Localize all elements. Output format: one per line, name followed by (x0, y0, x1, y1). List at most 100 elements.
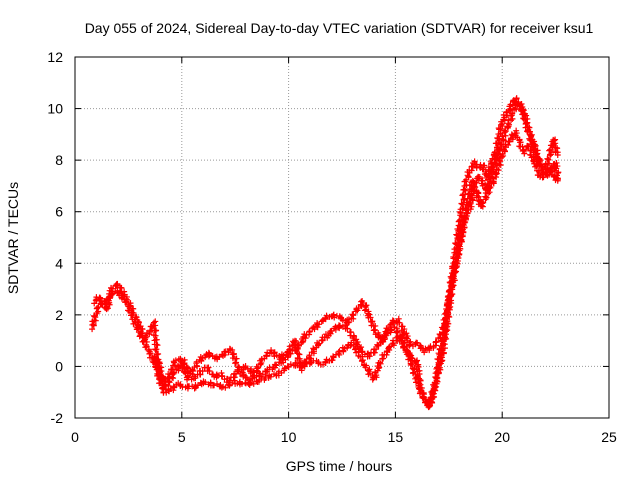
data-point (177, 361, 184, 368)
data-point (250, 380, 257, 387)
data-point (480, 199, 487, 206)
data-point (470, 183, 477, 190)
data-point (226, 377, 233, 384)
data-point (459, 201, 466, 208)
data-point (434, 378, 441, 385)
data-point (476, 174, 483, 181)
data-point (211, 382, 218, 389)
data-point (508, 131, 515, 138)
data-point (532, 163, 539, 170)
data-point (194, 382, 201, 389)
data-point (458, 228, 465, 235)
data-point (92, 314, 99, 321)
y-tick-label: 12 (47, 49, 63, 65)
data-point (500, 136, 507, 143)
data-point (438, 353, 445, 360)
data-point (310, 345, 317, 352)
data-point (243, 375, 250, 382)
data-point (90, 321, 97, 328)
data-point (471, 184, 478, 191)
data-point (273, 362, 280, 369)
data-point (463, 199, 470, 206)
data-point (547, 164, 554, 171)
x-axis-label: GPS time / hours (286, 458, 393, 474)
data-point (306, 352, 313, 359)
data-point (468, 163, 475, 170)
data-point (127, 312, 134, 319)
data-point (259, 371, 266, 378)
data-point (554, 177, 561, 184)
y-tick-label: 10 (47, 101, 63, 117)
data-point (546, 147, 553, 154)
data-point (445, 304, 452, 311)
data-point (459, 233, 466, 240)
data-point (554, 151, 561, 158)
data-point (222, 348, 229, 355)
data-point (416, 380, 423, 387)
data-point (374, 363, 381, 370)
data-point (495, 144, 502, 151)
data-point (339, 317, 346, 324)
data-point (216, 354, 223, 361)
data-point (518, 106, 525, 113)
data-point (155, 350, 162, 357)
data-point (445, 302, 452, 309)
data-point (291, 337, 298, 344)
data-point (374, 341, 381, 348)
data-point (165, 378, 172, 385)
x-tick-label: 20 (494, 429, 510, 445)
data-point (293, 346, 300, 353)
data-point (451, 262, 458, 269)
data-point (509, 110, 516, 117)
data-point (185, 374, 192, 381)
data-point (452, 265, 459, 272)
data-point (291, 341, 298, 348)
data-point (136, 333, 143, 340)
data-point (114, 280, 121, 287)
data-point (516, 102, 523, 109)
data-point (529, 136, 536, 143)
data-point (358, 344, 365, 351)
data-point (496, 157, 503, 164)
data-point (549, 168, 556, 175)
data-point (412, 375, 419, 382)
data-point (407, 362, 414, 369)
data-point (515, 99, 522, 106)
data-point (452, 240, 459, 247)
data-point (350, 311, 357, 318)
data-point (287, 361, 294, 368)
data-point (154, 342, 161, 349)
data-point (154, 363, 161, 370)
data-point (433, 368, 440, 375)
data-point (458, 200, 465, 207)
data-point (454, 225, 461, 232)
data-point (349, 311, 356, 318)
data-point (91, 300, 98, 307)
data-point (302, 335, 309, 342)
data-point (471, 158, 478, 165)
data-point (396, 319, 403, 326)
data-point (527, 132, 534, 139)
data-point (353, 340, 360, 347)
data-point (524, 127, 531, 134)
data-point (341, 345, 348, 352)
data-point (513, 106, 520, 113)
data-point (465, 191, 472, 198)
data-point (206, 367, 213, 374)
data-point (530, 157, 537, 164)
data-point (306, 328, 313, 335)
data-point (553, 145, 560, 152)
data-point (484, 176, 491, 183)
data-point (429, 388, 436, 395)
data-point (122, 299, 129, 306)
axis-ticks: 0 5 10 15 20 25 -2 0 2 4 6 8 10 12 (47, 49, 617, 445)
data-point (489, 174, 496, 181)
data-point (192, 375, 199, 382)
x-tick-label: 5 (178, 429, 186, 445)
data-point (323, 356, 330, 363)
data-point (535, 168, 542, 175)
data-point (316, 340, 323, 347)
data-point (366, 353, 373, 360)
data-point (316, 321, 323, 328)
data-point (486, 184, 493, 191)
